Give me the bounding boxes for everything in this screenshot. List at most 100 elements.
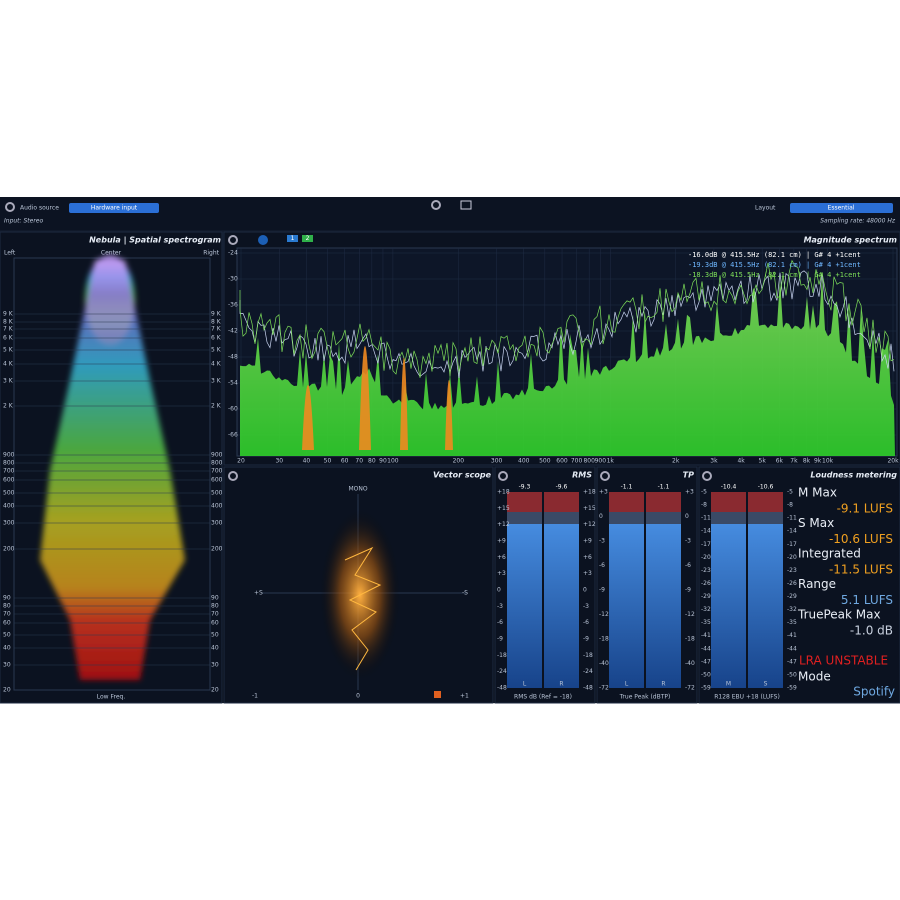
freq-label: 4 K	[3, 361, 14, 368]
channel-label: R	[661, 681, 665, 688]
y-label: -42	[228, 328, 238, 335]
top-bar	[0, 197, 900, 230]
scale-label: -47	[701, 658, 711, 665]
scale-label: -35	[787, 619, 797, 626]
screenshot-icon[interactable]	[460, 200, 472, 210]
scale-label: +6	[583, 554, 592, 561]
scale-label: 0	[497, 587, 501, 594]
freq-label: 6 K	[3, 335, 14, 342]
scale-label: -3	[599, 538, 605, 545]
meter-overload	[544, 492, 579, 512]
audio-source-label: Audio source	[20, 205, 59, 212]
freq-label: 2 K	[3, 403, 14, 410]
freq-label: 700	[211, 468, 223, 475]
play-button[interactable]	[258, 235, 268, 245]
peak-value: -1.1	[658, 484, 670, 491]
meter-hold	[609, 512, 644, 524]
freq-label: 400	[3, 503, 15, 510]
zero-label: 0	[356, 693, 360, 700]
freq-label: 9 K	[3, 311, 14, 318]
x-label: 1k	[607, 458, 615, 465]
settings-icon[interactable]	[600, 471, 610, 481]
layout-button[interactable]	[790, 203, 893, 213]
y-label: -54	[228, 380, 238, 387]
vectorscope-trace	[344, 546, 382, 671]
x-label: 400	[518, 458, 530, 465]
freq-label: 500	[3, 490, 15, 497]
audio-source-button-label: Hardware input	[91, 205, 138, 212]
x-label: 2k	[672, 458, 680, 465]
scale-label: -59	[787, 685, 797, 692]
mode-value[interactable]: Spotify	[853, 685, 895, 699]
scale-label: -41	[701, 632, 711, 639]
scale-label: -9	[685, 587, 691, 594]
meter-hold	[748, 512, 783, 524]
settings-icon[interactable]	[702, 471, 712, 481]
nebula-title: Nebula | Spatial spectrogram	[89, 236, 221, 245]
audio-source-button[interactable]	[69, 203, 159, 213]
nebula-cloud	[40, 255, 185, 680]
stat-label: TruePeak Max	[797, 608, 881, 622]
freq-label: 50	[211, 632, 219, 639]
scale-label: -59	[701, 685, 711, 692]
meter-bar	[711, 492, 746, 688]
scale-label: -26	[701, 580, 711, 587]
rms-footer: RMS dB (Ref = -18)	[514, 694, 572, 701]
scale-label: -48	[497, 685, 507, 692]
settings-icon[interactable]	[498, 471, 508, 481]
channel-toggle-label: 2	[306, 235, 310, 242]
scale-label: +18	[497, 489, 510, 496]
freq-label: 8 K	[3, 319, 14, 326]
scale-label: -5	[701, 489, 707, 496]
minus-one-label: -1	[252, 693, 258, 700]
scale-label: -20	[787, 554, 797, 561]
freq-label: 5 K	[211, 347, 222, 354]
channel-label: S	[764, 681, 768, 688]
meter-hold	[711, 512, 746, 524]
scale-label: -72	[685, 685, 695, 692]
freq-label: 5 K	[3, 347, 14, 354]
freq-label: 400	[211, 503, 223, 510]
spectrum-peak	[445, 380, 453, 450]
scale-label: -5	[787, 489, 793, 496]
tp-footer: True Peak (dBTP)	[619, 694, 671, 701]
freq-label: 200	[211, 546, 223, 553]
scale-label: +12	[583, 521, 596, 528]
scale-label: -11	[701, 515, 711, 522]
freq-label: 900	[211, 452, 223, 459]
settings-icon[interactable]	[228, 235, 238, 245]
channel-toggle[interactable]	[302, 235, 313, 242]
meter-overload	[646, 492, 681, 512]
freq-label: 50	[3, 632, 11, 639]
settings-icon[interactable]	[431, 200, 441, 210]
scale-label: -40	[599, 660, 609, 667]
mono-label: MONO	[348, 486, 367, 493]
settings-icon[interactable]	[228, 471, 238, 481]
scale-label: -9	[599, 587, 605, 594]
scale-label: -29	[701, 593, 711, 600]
scale-label: -20	[701, 554, 711, 561]
minus-s-label: -S	[462, 590, 468, 597]
scale-label: +9	[497, 538, 506, 545]
freq-label: 800	[3, 460, 15, 467]
channel-toggle[interactable]	[287, 235, 298, 242]
x-label: 700	[571, 458, 583, 465]
readout: -19.3dB @ 415.5Hz (82.1 cm) | G# 4 +1cen…	[688, 261, 861, 269]
stat-value: -9.1 LUFS	[837, 502, 893, 516]
scale-label: 0	[685, 513, 689, 520]
scale-label: -32	[787, 606, 797, 613]
scale-label: -6	[583, 619, 589, 626]
meter-bar	[646, 492, 681, 688]
settings-icon[interactable]	[5, 202, 15, 212]
x-label: 80	[368, 458, 376, 465]
scale-label: -18	[497, 652, 507, 659]
scale-label: -35	[701, 619, 711, 626]
channel-label: L	[523, 681, 527, 688]
freq-label: 3 K	[3, 378, 14, 385]
freq-label: 7 K	[3, 326, 14, 333]
x-label: 30	[275, 458, 283, 465]
sampling-rate: Sampling rate: 48000 Hz	[820, 218, 896, 225]
scale-label: -3	[685, 538, 691, 545]
freq-label: 80	[211, 603, 219, 610]
x-label: 800	[583, 458, 595, 465]
